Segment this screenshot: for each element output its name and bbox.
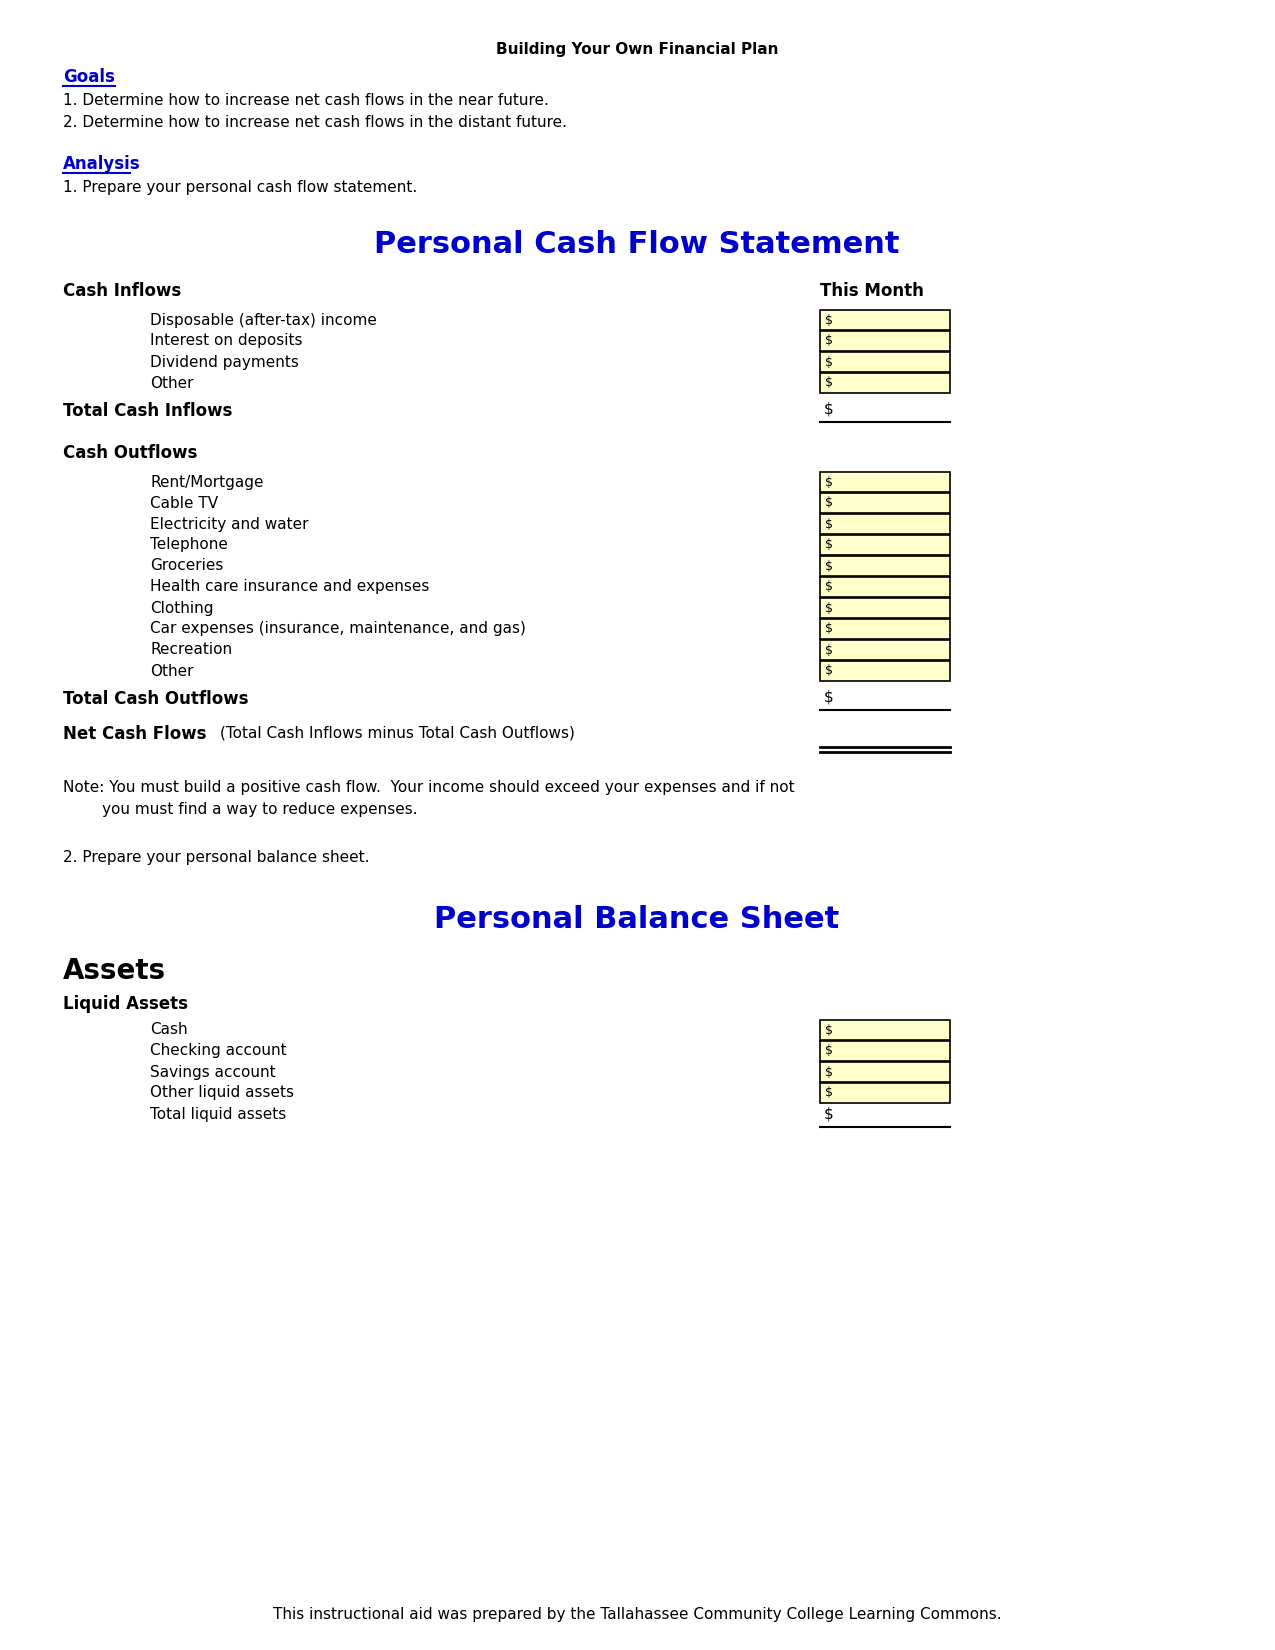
Text: Liquid Assets: Liquid Assets bbox=[62, 995, 187, 1013]
Text: Recreation: Recreation bbox=[150, 642, 232, 657]
Text: (Total Cash Inflows minus Total Cash Outflows): (Total Cash Inflows minus Total Cash Out… bbox=[221, 724, 575, 739]
Text: $: $ bbox=[825, 622, 833, 635]
Text: Total Cash Outflows: Total Cash Outflows bbox=[62, 690, 249, 708]
Text: Health care insurance and expenses: Health care insurance and expenses bbox=[150, 579, 430, 594]
Text: $: $ bbox=[825, 335, 833, 348]
Text: Total Cash Inflows: Total Cash Inflows bbox=[62, 403, 232, 421]
Text: Cable TV: Cable TV bbox=[150, 495, 218, 510]
Text: $: $ bbox=[824, 690, 834, 705]
Text: $: $ bbox=[825, 538, 833, 551]
Text: Disposable (after-tax) income: Disposable (after-tax) income bbox=[150, 312, 377, 327]
Text: Cash: Cash bbox=[150, 1023, 187, 1038]
Text: This instructional aid was prepared by the Tallahassee Community College Learnin: This instructional aid was prepared by t… bbox=[273, 1607, 1001, 1622]
Text: Electricity and water: Electricity and water bbox=[150, 516, 309, 531]
Text: Other: Other bbox=[150, 376, 194, 391]
Text: $: $ bbox=[825, 559, 833, 573]
Text: Checking account: Checking account bbox=[150, 1043, 287, 1059]
Bar bbox=[820, 472, 950, 492]
Text: Personal Balance Sheet: Personal Balance Sheet bbox=[435, 904, 840, 934]
Text: $: $ bbox=[825, 1066, 833, 1079]
Text: $: $ bbox=[825, 497, 833, 510]
Bar bbox=[820, 662, 950, 681]
Text: $: $ bbox=[825, 665, 833, 678]
Text: Goals: Goals bbox=[62, 68, 115, 86]
Bar bbox=[820, 597, 950, 619]
Text: Telephone: Telephone bbox=[150, 538, 228, 553]
Bar bbox=[820, 373, 950, 393]
Bar bbox=[820, 1041, 950, 1061]
Bar bbox=[820, 619, 950, 639]
Text: 1. Prepare your personal cash flow statement.: 1. Prepare your personal cash flow state… bbox=[62, 180, 417, 195]
Text: Note: You must build a positive cash flow.  Your income should exceed your expen: Note: You must build a positive cash flo… bbox=[62, 780, 794, 795]
Text: $: $ bbox=[825, 1086, 833, 1099]
Text: Groceries: Groceries bbox=[150, 558, 223, 574]
Text: Total liquid assets: Total liquid assets bbox=[150, 1107, 287, 1122]
Text: $: $ bbox=[825, 475, 833, 488]
Bar bbox=[820, 640, 950, 660]
Bar bbox=[820, 332, 950, 351]
Text: Interest on deposits: Interest on deposits bbox=[150, 333, 302, 348]
Bar bbox=[820, 1082, 950, 1102]
Text: $: $ bbox=[825, 581, 833, 594]
Bar bbox=[820, 535, 950, 554]
Text: $: $ bbox=[825, 376, 833, 389]
Text: Other liquid assets: Other liquid assets bbox=[150, 1086, 295, 1101]
Text: Analysis: Analysis bbox=[62, 155, 140, 173]
Bar bbox=[820, 351, 950, 371]
Bar bbox=[820, 310, 950, 330]
Text: Net Cash Flows: Net Cash Flows bbox=[62, 724, 207, 742]
Text: $: $ bbox=[825, 1023, 833, 1036]
Text: $: $ bbox=[824, 403, 834, 417]
Text: Cash Outflows: Cash Outflows bbox=[62, 444, 198, 462]
Text: $: $ bbox=[824, 1107, 834, 1122]
Bar bbox=[820, 578, 950, 597]
Bar bbox=[820, 515, 950, 535]
Text: 2. Determine how to increase net cash flows in the distant future.: 2. Determine how to increase net cash fl… bbox=[62, 116, 567, 130]
Text: Clothing: Clothing bbox=[150, 601, 213, 615]
Text: $: $ bbox=[825, 314, 833, 327]
Text: Rent/Mortgage: Rent/Mortgage bbox=[150, 475, 264, 490]
Text: 2. Prepare your personal balance sheet.: 2. Prepare your personal balance sheet. bbox=[62, 850, 370, 865]
Text: Car expenses (insurance, maintenance, and gas): Car expenses (insurance, maintenance, an… bbox=[150, 622, 525, 637]
Text: Building Your Own Financial Plan: Building Your Own Financial Plan bbox=[496, 41, 778, 58]
Bar bbox=[820, 1063, 950, 1082]
Text: Cash Inflows: Cash Inflows bbox=[62, 282, 181, 300]
Text: Dividend payments: Dividend payments bbox=[150, 355, 298, 370]
Text: Savings account: Savings account bbox=[150, 1064, 275, 1079]
Bar bbox=[820, 493, 950, 513]
Text: $: $ bbox=[825, 1044, 833, 1058]
Text: 1. Determine how to increase net cash flows in the near future.: 1. Determine how to increase net cash fl… bbox=[62, 92, 548, 107]
Text: $: $ bbox=[825, 355, 833, 368]
Bar bbox=[820, 1020, 950, 1040]
Text: you must find a way to reduce expenses.: you must find a way to reduce expenses. bbox=[62, 802, 418, 817]
Text: This Month: This Month bbox=[820, 282, 924, 300]
Text: $: $ bbox=[825, 644, 833, 657]
Text: Assets: Assets bbox=[62, 957, 166, 985]
Bar bbox=[820, 556, 950, 576]
Text: $: $ bbox=[825, 602, 833, 614]
Text: Personal Cash Flow Statement: Personal Cash Flow Statement bbox=[375, 229, 900, 259]
Text: $: $ bbox=[825, 518, 833, 531]
Text: Other: Other bbox=[150, 663, 194, 678]
